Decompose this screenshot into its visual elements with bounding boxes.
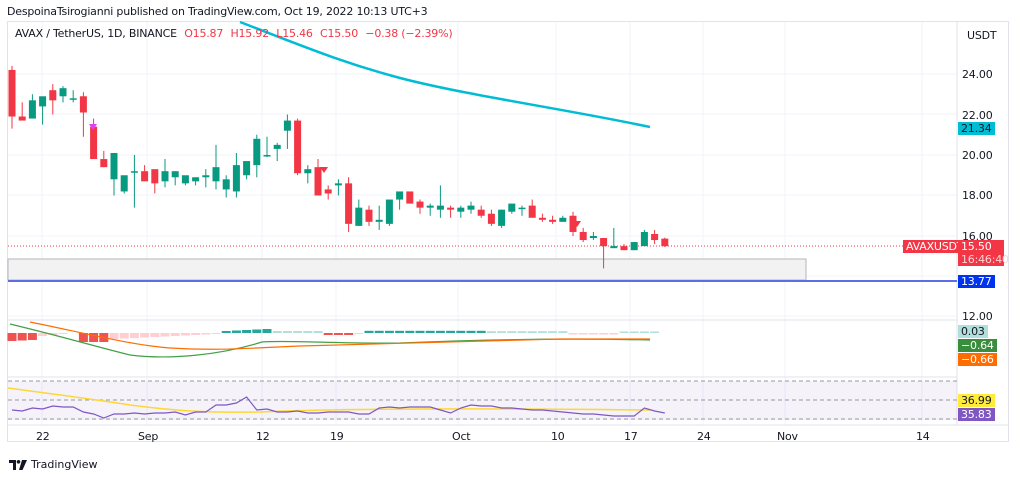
time-tick: 14 xyxy=(916,430,930,443)
currency-label: USDT xyxy=(967,29,997,42)
publisher-line: DespoinaTsirogianni published on Trading… xyxy=(7,5,428,18)
price-tick: 22.00 xyxy=(962,109,993,122)
macd-hist-tag: 0.03 xyxy=(958,325,988,338)
price-tick: 16.00 xyxy=(962,230,993,243)
time-tick: 12 xyxy=(256,430,270,443)
high-value: H15.92 xyxy=(230,27,269,40)
price-tick: 20.00 xyxy=(962,149,993,162)
price-tick: 24.00 xyxy=(962,68,993,81)
tradingview-logo-icon xyxy=(9,459,27,470)
time-tick: 19 xyxy=(330,430,344,443)
price-tick: 18.00 xyxy=(962,189,993,202)
low-value: L15.46 xyxy=(276,27,313,40)
last-price-tag: 15.50 xyxy=(958,240,1004,253)
countdown-tag: 16:46:40 xyxy=(958,253,1009,266)
change-value: −0.38 (−2.39%) xyxy=(365,27,453,40)
symbol-name[interactable]: AVAX / TetherUS, 1D, BINANCE xyxy=(15,27,177,40)
time-tick: Oct xyxy=(452,430,471,443)
time-tick: 24 xyxy=(697,430,711,443)
support-price-tag: 13.77 xyxy=(958,275,995,288)
tradingview-brand: TradingView xyxy=(31,458,98,471)
chart-frame xyxy=(7,21,1009,442)
rsi-ma-tag: 36.99 xyxy=(958,394,995,407)
time-tick: Sep xyxy=(138,430,159,443)
ma-price-tag: 21.34 xyxy=(958,122,995,135)
macd-signal-tag: −0.66 xyxy=(958,353,997,366)
close-value: C15.50 xyxy=(320,27,358,40)
time-tick: 22 xyxy=(36,430,50,443)
macd-line-tag: −0.64 xyxy=(958,339,997,352)
time-tick: Nov xyxy=(777,430,798,443)
tradingview-footer[interactable]: TradingView xyxy=(9,458,97,471)
rsi-tag: 35.83 xyxy=(958,408,995,421)
symbol-tag: AVAXUSDT xyxy=(903,240,967,253)
open-value: O15.87 xyxy=(184,27,224,40)
time-tick: 17 xyxy=(624,430,638,443)
symbol-legend: AVAX / TetherUS, 1D, BINANCE O15.87 H15.… xyxy=(15,27,456,40)
time-tick: 10 xyxy=(551,430,565,443)
price-tick: 12.00 xyxy=(962,310,993,323)
